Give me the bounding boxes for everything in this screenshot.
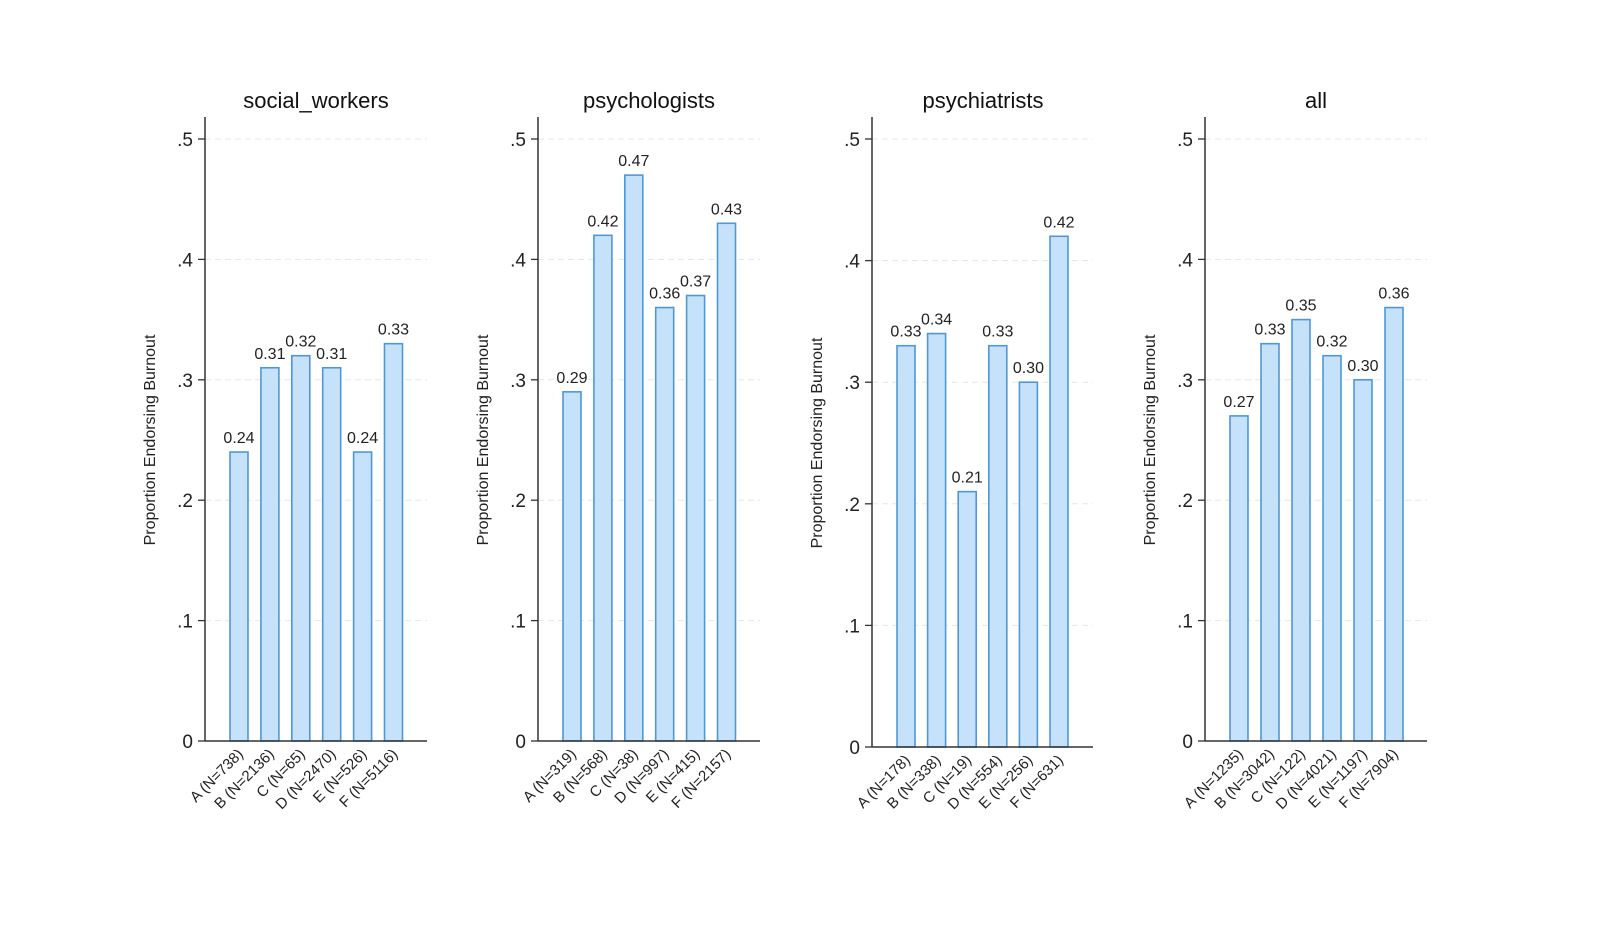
panel-title: psychiatrists <box>922 88 1043 113</box>
y-tick-label: .4 <box>177 250 193 271</box>
bar-psychiatrists-2 <box>957 490 978 748</box>
bar-psychiatrists-5 <box>1049 235 1069 748</box>
y-tick-label: .5 <box>510 130 526 151</box>
y-tick-label: .5 <box>177 130 193 151</box>
bar-psychiatrists-1 <box>926 332 947 748</box>
y-tick-label: 0 <box>515 732 526 753</box>
chart-panel-1: 0.24A (N=738)0.31B (N=2136)0.32C (N=65)0… <box>142 88 427 813</box>
bar-social_workers-4 <box>352 451 373 742</box>
bar-all-4 <box>1353 378 1373 742</box>
y-tick-label: .1 <box>510 612 526 633</box>
y-tick-label: .2 <box>177 491 193 512</box>
chart-panel-3: 0.33A (N=178)0.34B (N=338)0.21C (N=19)0.… <box>809 88 1093 813</box>
bar-psychologists-3 <box>654 306 675 742</box>
y-tick-label: .4 <box>1177 250 1193 271</box>
bar-psychologists-2 <box>623 174 644 742</box>
y-tick-label: .3 <box>844 373 860 394</box>
bar-value-label: 0.32 <box>285 334 316 351</box>
y-tick-label: .2 <box>844 495 860 516</box>
bar-value-label: 0.32 <box>1316 334 1347 351</box>
bar-psychiatrists-4 <box>1018 381 1039 748</box>
y-tick-label: .2 <box>1177 491 1193 512</box>
bar-social_workers-0 <box>229 451 249 742</box>
bar-psychologists-4 <box>685 294 706 742</box>
y-tick-label: 0 <box>1182 732 1193 753</box>
panel-title: all <box>1305 88 1327 113</box>
bar-all-1 <box>1260 342 1280 742</box>
bar-psychologists-0 <box>562 391 582 742</box>
bar-all-3 <box>1322 354 1342 742</box>
bar-social_workers-1 <box>260 366 280 742</box>
y-tick-label: .4 <box>510 250 526 271</box>
bar-value-label: 0.36 <box>1378 286 1409 303</box>
bar-value-label: 0.43 <box>711 201 742 218</box>
bar-all-0 <box>1229 415 1249 742</box>
y-tick-label: .3 <box>510 371 526 392</box>
bar-all-5 <box>1384 306 1404 742</box>
bar-value-label: 0.42 <box>1043 214 1074 231</box>
y-tick-label: .5 <box>1177 130 1193 151</box>
bar-psychiatrists-0 <box>896 344 916 748</box>
bar-psychologists-5 <box>716 222 737 742</box>
bar-value-label: 0.31 <box>316 346 347 363</box>
bar-value-label: 0.33 <box>1254 322 1285 339</box>
bar-social_workers-3 <box>321 366 342 742</box>
bar-all-2 <box>1291 318 1311 742</box>
y-tick-label: .3 <box>1177 371 1193 392</box>
bar-value-label: 0.42 <box>587 213 618 230</box>
y-axis-label: Proportion Endorsing Burnout <box>809 337 826 548</box>
y-tick-label: .1 <box>1177 612 1193 633</box>
y-tick-label: 0 <box>182 732 193 753</box>
bar-psychologists-1 <box>593 234 613 742</box>
bar-value-label: 0.29 <box>556 370 587 387</box>
y-tick-label: .1 <box>177 612 193 633</box>
y-tick-label: .5 <box>844 130 860 151</box>
bar-value-label: 0.24 <box>223 430 254 447</box>
bar-value-label: 0.37 <box>680 274 711 291</box>
bar-value-label: 0.36 <box>649 286 680 303</box>
bar-psychiatrists-3 <box>987 344 1008 748</box>
panel-title: psychologists <box>583 88 715 113</box>
chart-panel-4: 0.27A (N=1235)0.33B (N=3042)0.35C (N=122… <box>1142 88 1427 813</box>
bar-value-label: 0.24 <box>347 430 378 447</box>
bar-social_workers-5 <box>383 342 404 742</box>
y-tick-label: 0 <box>849 738 860 759</box>
panel-title: social_workers <box>243 88 389 113</box>
bar-value-label: 0.30 <box>1013 360 1044 377</box>
bar-value-label: 0.27 <box>1223 394 1254 411</box>
bar-value-label: 0.35 <box>1285 298 1316 315</box>
y-tick-label: .4 <box>844 252 860 273</box>
bar-value-label: 0.31 <box>254 346 285 363</box>
y-axis-label: Proportion Endorsing Burnout <box>1142 334 1159 545</box>
bar-value-label: 0.33 <box>890 324 921 341</box>
y-tick-label: .1 <box>844 616 860 637</box>
y-axis-label: Proportion Endorsing Burnout <box>475 334 492 545</box>
bar-value-label: 0.33 <box>982 324 1013 341</box>
y-tick-label: .3 <box>177 371 193 392</box>
y-tick-label: .2 <box>510 491 526 512</box>
bar-value-label: 0.34 <box>921 312 952 329</box>
chart-panel-2: 0.29A (N=319)0.42B (N=568)0.47C (N=38)0.… <box>475 88 760 812</box>
bar-social_workers-2 <box>290 354 311 742</box>
y-axis-label: Proportion Endorsing Burnout <box>142 334 159 545</box>
bar-value-label: 0.21 <box>952 470 983 487</box>
bar-value-label: 0.33 <box>378 322 409 339</box>
bar-value-label: 0.47 <box>618 153 649 170</box>
bar-value-label: 0.30 <box>1347 358 1378 375</box>
